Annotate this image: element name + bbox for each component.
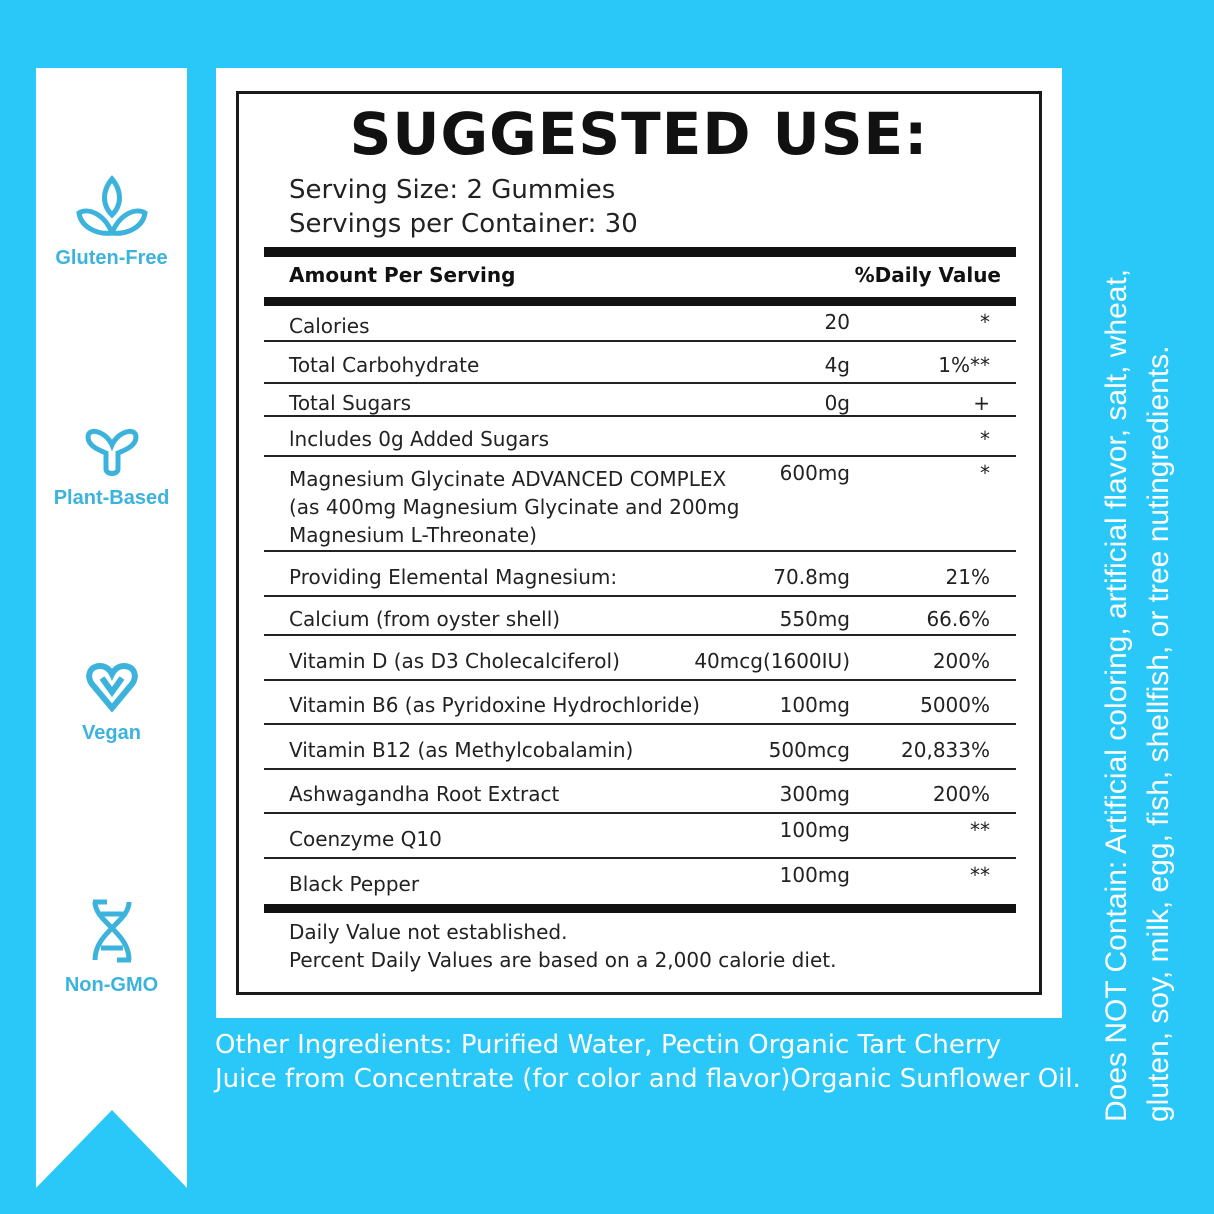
divider-thick — [264, 297, 1016, 306]
nutrient-daily-value: ** — [970, 863, 990, 887]
leaf-lotus-icon — [75, 175, 148, 236]
nutrient-name: Total Sugars — [289, 390, 412, 415]
nutrient-name: Vitamin B6 (as Pyridoxine Hydrochloride) — [289, 693, 700, 717]
nutrient-row: Calcium (from oyster shell) 550mg 66.6% — [264, 597, 1016, 636]
nutrient-row: Magnesium Glycinate ADVANCED COMPLEX (as … — [264, 457, 1016, 552]
nutrient-daily-value: 20,833% — [901, 737, 990, 762]
nutrient-daily-value: * — [980, 310, 990, 334]
label-title: SUGGESTED USE: — [349, 100, 929, 168]
nutrient-name: Vitamin B12 (as Methylcobalamin) — [289, 737, 634, 762]
nutrient-name: Calories — [289, 314, 370, 338]
banner-notch — [36, 1110, 187, 1188]
nutrient-name: Total Carbohydrate — [289, 353, 480, 377]
nutrient-row: Vitamin B12 (as Methylcobalamin) 500mcg 20… — [264, 725, 1016, 770]
badge-label: Vegan — [82, 722, 141, 744]
nutrient-row: Calories 20 * — [264, 306, 1016, 342]
nutrient-daily-value: 5000% — [920, 693, 990, 717]
nutrient-name: Vitamin D (as D3 Cholecalciferol) — [289, 648, 620, 673]
nutrient-daily-value: + — [973, 390, 990, 415]
nutrient-amount: 0g — [824, 390, 850, 415]
nutrient-daily-value: 200% — [932, 648, 990, 673]
does-not-contain: Does NOT Contain: Artificial coloring, a… — [1096, 269, 1180, 1122]
other-ingredients: Other Ingredients: Purified Water, Pecti… — [215, 1030, 1002, 1060]
nutrient-name: Magnesium Glycinate ADVANCED COMPLEX (as … — [289, 467, 740, 547]
nutrient-row: Coenzyme Q10 100mg ** — [264, 814, 1016, 859]
divider-thick — [264, 247, 1016, 257]
nutrient-daily-value: 1%** — [938, 353, 990, 377]
nutrient-row: Total Carbohydrate 4g 1%** — [264, 342, 1016, 384]
nutrient-name: Ashwagandha Root Extract — [289, 782, 560, 806]
nutrient-row: Vitamin B6 (as Pyridoxine Hydrochloride)… — [264, 681, 1016, 725]
nutrient-amount: 100mg — [779, 818, 850, 842]
badge-non-gmo: Non-GMO — [36, 898, 187, 997]
divider-thick — [264, 904, 1016, 913]
serving-size: Serving Size: 2 Gummies — [289, 175, 616, 205]
nutrient-daily-value: 21% — [945, 564, 990, 589]
nutrient-daily-value: * — [980, 427, 990, 451]
nutrient-amount: 70.8mg — [773, 564, 850, 589]
badge-banner — [36, 68, 187, 1188]
does-not-contain-line: gluten, soy, milk, egg, fish, shellfish,… — [1142, 345, 1175, 1123]
nutrient-name: lncludes 0g Added Sugars — [289, 427, 550, 451]
nutrient-amount: 300mg — [779, 782, 850, 806]
nutrient-row: Total Sugars 0g + — [264, 384, 1016, 417]
footnote: Percent Daily Values are based on a 2,00… — [289, 948, 837, 972]
heart-v-icon — [85, 662, 138, 712]
nutrient-amount: 550mg — [779, 606, 850, 631]
nutrient-amount: 4g — [824, 353, 850, 377]
dna-icon — [92, 899, 131, 963]
nutrient-daily-value: 200% — [932, 782, 990, 806]
badge-label: Gluten-Free — [55, 247, 168, 269]
nutrient-row: Black Pepper 100mg ** — [264, 859, 1016, 904]
badge-label: Plant-Based — [53, 487, 170, 509]
nutrient-daily-value: 66.6% — [926, 606, 990, 631]
other-ingredients: Juice from Concentrate (for color and fl… — [215, 1064, 1081, 1094]
nutrient-name: Calcium (from oyster shell) — [289, 606, 561, 631]
nutrient-amount: 500mcg — [768, 737, 850, 762]
label-panel — [216, 68, 1062, 1018]
servings-per-container: Servings per Container: 30 — [289, 209, 638, 239]
nutrient-amount: 100mg — [779, 693, 850, 717]
badge-label: Non-GMO — [64, 974, 159, 996]
nutrient-name: Providing Elemental Magnesium: — [289, 564, 618, 589]
supplement-facts-box — [236, 91, 1042, 995]
badge-vegan: Vegan — [36, 662, 187, 745]
nutrient-daily-value: * — [980, 461, 990, 485]
nutrient-row: lncludes 0g Added Sugars * — [264, 417, 1016, 457]
nutrient-amount: 100mg — [779, 863, 850, 887]
header-daily-value: %Daily Value — [854, 263, 1001, 287]
nutrient-name: Coenzyme Q10 — [289, 826, 442, 851]
nutrient-row: Vitamin D (as D3 Cholecalciferol) 40mcg(1… — [264, 636, 1016, 681]
sprout-icon — [84, 428, 139, 476]
badge-gluten-free: Gluten-Free — [36, 175, 187, 270]
does-not-contain-line: Does NOT Contain: Artificial coloring, a… — [1100, 268, 1133, 1122]
nutrient-amount: 40mcg(1600IU) — [694, 648, 850, 673]
footnote: Daily Value not established. — [289, 920, 568, 944]
badge-plant-based: Plant-Based — [36, 425, 187, 510]
nutrient-amount: 20 — [824, 310, 850, 334]
nutrient-row: Ashwagandha Root Extract 300mg 200% — [264, 770, 1016, 814]
nutrient-daily-value: ** — [970, 818, 990, 842]
nutrient-amount: 600mg — [779, 461, 850, 485]
nutrient-row: Providing Elemental Magnesium: 70.8mg 21% — [264, 552, 1016, 597]
header-amount: Amount Per Serving — [289, 263, 516, 287]
nutrient-name: Black Pepper — [289, 871, 420, 896]
